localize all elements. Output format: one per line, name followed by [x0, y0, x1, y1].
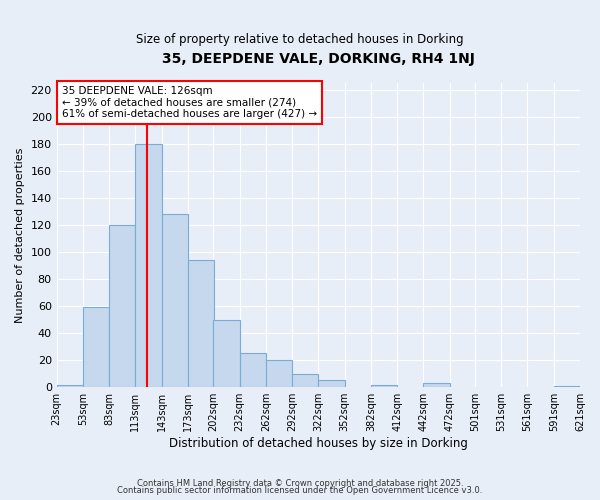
Bar [83, 308, 109, 387]
Bar [188, 260, 214, 387]
Title: 35, DEEPDENE VALE, DORKING, RH4 1NJ: 35, DEEPDENE VALE, DORKING, RH4 1NJ [162, 52, 475, 66]
Y-axis label: Number of detached properties: Number of detached properties [15, 148, 25, 323]
Bar [109, 225, 136, 387]
Text: Contains public sector information licensed under the Open Government Licence v3: Contains public sector information licen… [118, 486, 482, 495]
Bar [136, 144, 161, 387]
Bar [371, 384, 397, 387]
X-axis label: Distribution of detached houses by size in Dorking: Distribution of detached houses by size … [169, 437, 468, 450]
Bar [424, 383, 449, 387]
Bar [239, 354, 266, 387]
Bar [292, 374, 319, 387]
Text: Contains HM Land Registry data © Crown copyright and database right 2025.: Contains HM Land Registry data © Crown c… [137, 478, 463, 488]
Bar [56, 384, 83, 387]
Bar [266, 360, 292, 387]
Text: 35 DEEPDENE VALE: 126sqm
← 39% of detached houses are smaller (274)
61% of semi-: 35 DEEPDENE VALE: 126sqm ← 39% of detach… [62, 86, 317, 119]
Bar [161, 214, 188, 387]
Bar [554, 386, 580, 387]
Bar [319, 380, 344, 387]
Text: Size of property relative to detached houses in Dorking: Size of property relative to detached ho… [136, 32, 464, 46]
Bar [214, 320, 239, 387]
